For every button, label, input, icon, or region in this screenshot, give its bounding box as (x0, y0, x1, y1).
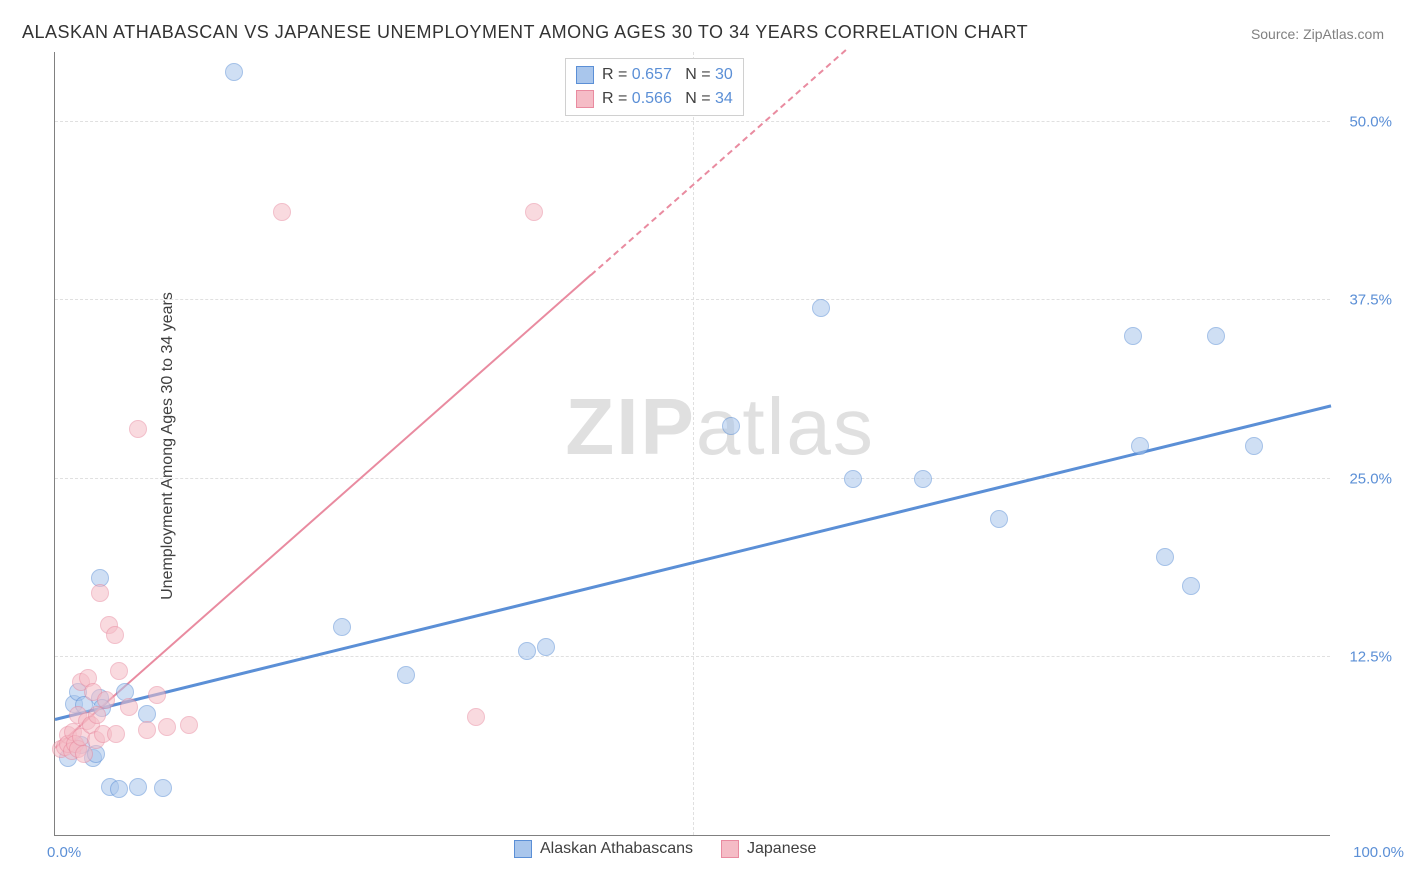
data-point (537, 638, 555, 656)
x-tick-label: 100.0% (1353, 844, 1404, 861)
watermark-zip: ZIP (565, 382, 695, 471)
data-point (1207, 327, 1225, 345)
data-point (397, 666, 415, 684)
data-point (525, 203, 543, 221)
data-point (91, 584, 109, 602)
data-point (1245, 437, 1263, 455)
y-tick-label: 25.0% (1349, 470, 1392, 487)
y-tick-label: 12.5% (1349, 648, 1392, 665)
data-point (844, 470, 862, 488)
legend-swatch (576, 66, 594, 84)
legend-series: Alaskan Athabascans Japanese (514, 840, 816, 858)
legend-row: R = 0.657 N = 30 (576, 63, 733, 87)
data-point (107, 725, 125, 743)
data-point (1124, 327, 1142, 345)
data-point (129, 778, 147, 796)
source-label: Source: ZipAtlas.com (1251, 26, 1384, 42)
legend-item: Japanese (721, 840, 816, 858)
data-point (110, 662, 128, 680)
data-point (914, 470, 932, 488)
plot-area: ZIPatlas 12.5%25.0%37.5%50.0%0.0%100.0%R… (54, 52, 1330, 836)
gridline-v (693, 52, 694, 835)
legend-label: Japanese (747, 840, 816, 857)
data-point (148, 686, 166, 704)
legend-swatch (721, 840, 739, 858)
legend-correlation: R = 0.657 N = 30R = 0.566 N = 34 (565, 58, 744, 116)
data-point (722, 417, 740, 435)
data-point (990, 510, 1008, 528)
legend-item: Alaskan Athabascans (514, 840, 693, 858)
data-point (129, 420, 147, 438)
data-point (97, 691, 115, 709)
data-point (158, 718, 176, 736)
data-point (88, 706, 106, 724)
data-point (467, 708, 485, 726)
data-point (518, 642, 536, 660)
data-point (812, 299, 830, 317)
legend-swatch (576, 90, 594, 108)
legend-label: Alaskan Athabascans (540, 840, 693, 857)
data-point (120, 698, 138, 716)
data-point (180, 716, 198, 734)
data-point (110, 780, 128, 798)
data-point (1131, 437, 1149, 455)
data-point (154, 779, 172, 797)
x-tick-label: 0.0% (47, 844, 81, 861)
watermark: ZIPatlas (565, 381, 874, 473)
legend-row: R = 0.566 N = 34 (576, 87, 733, 111)
legend-stat: R = 0.566 N = 34 (602, 87, 733, 111)
data-point (1182, 577, 1200, 595)
chart-container: ALASKAN ATHABASCAN VS JAPANESE UNEMPLOYM… (0, 0, 1406, 892)
data-point (106, 626, 124, 644)
legend-stat: R = 0.657 N = 30 (602, 63, 733, 87)
data-point (1156, 548, 1174, 566)
data-point (273, 203, 291, 221)
chart-title: ALASKAN ATHABASCAN VS JAPANESE UNEMPLOYM… (22, 22, 1028, 43)
y-tick-label: 50.0% (1349, 114, 1392, 131)
data-point (138, 721, 156, 739)
y-tick-label: 37.5% (1349, 292, 1392, 309)
data-point (333, 618, 351, 636)
legend-swatch (514, 840, 532, 858)
regression-line (54, 275, 591, 750)
data-point (225, 63, 243, 81)
